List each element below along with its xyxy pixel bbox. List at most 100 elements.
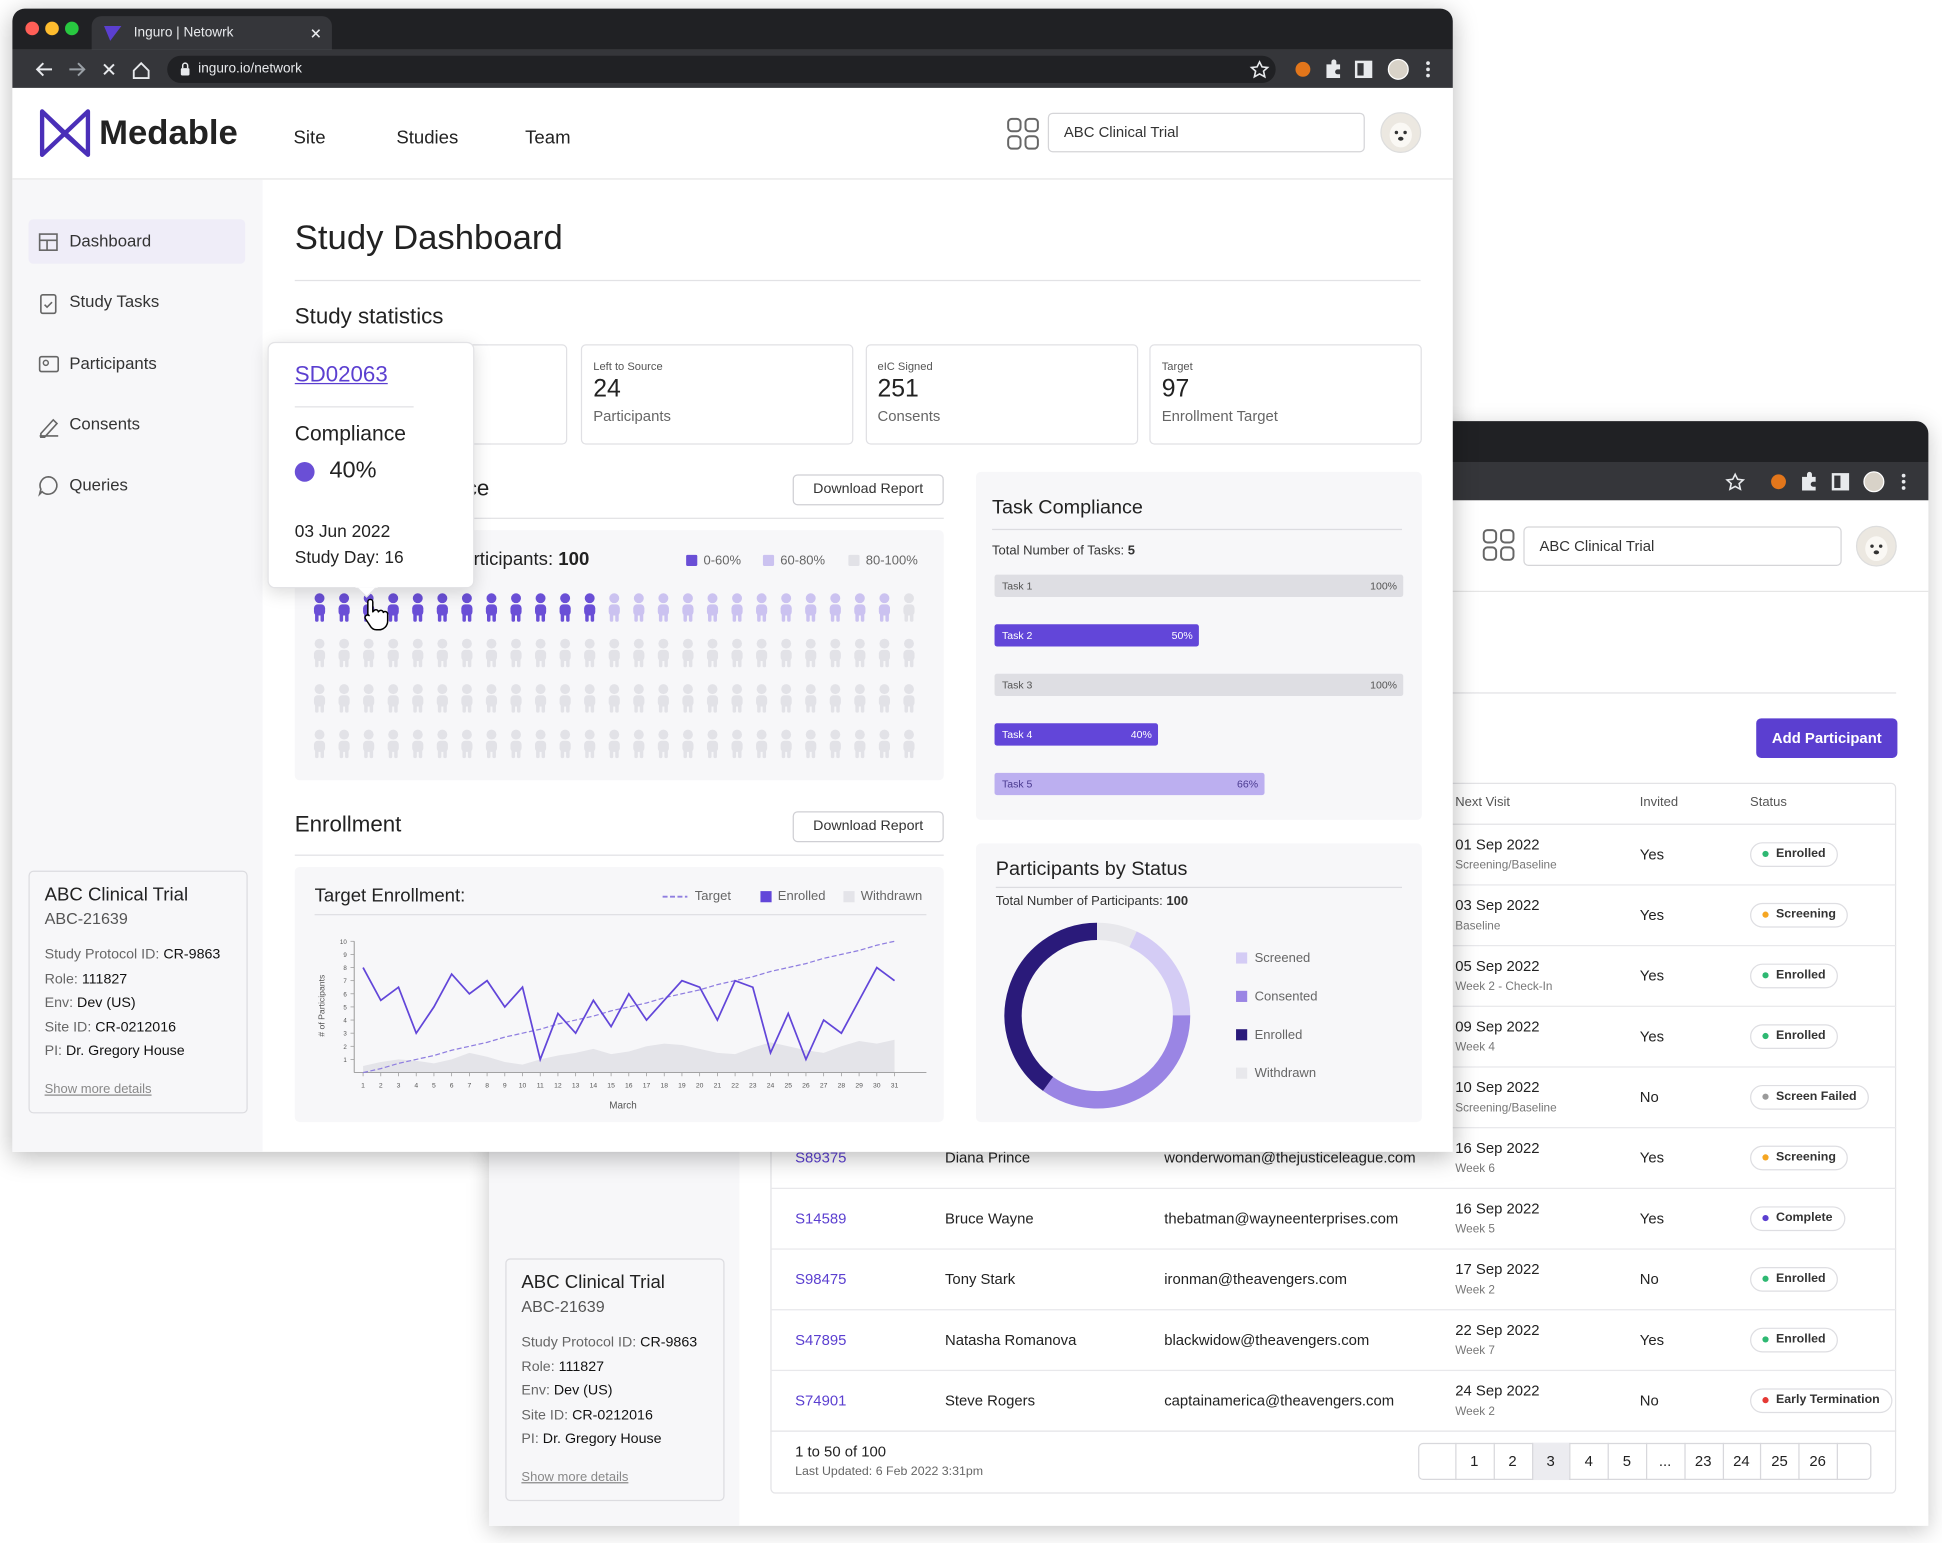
page-cell[interactable] <box>1493 1442 1531 1481</box>
participant-id-link[interactable]: S74901 <box>795 1391 847 1409</box>
add-participant-button[interactable] <box>1756 718 1898 758</box>
status-label: Complete <box>1776 1211 1833 1225</box>
trial-card <box>505 1258 725 1502</box>
participant-id-link[interactable]: S98475 <box>795 1269 847 1288</box>
participant-email: thebatman@wayneenterprises.com <box>1164 1209 1399 1227</box>
field-label: Study Protocol ID: <box>44 947 160 963</box>
status-dot <box>1762 850 1769 858</box>
sidebar-item[interactable]: Study Tasks <box>69 292 160 312</box>
nav-link[interactable]: Team <box>525 127 571 149</box>
row-divider <box>770 1369 1897 1372</box>
legend-label: Enrolled <box>1254 1027 1303 1043</box>
participant-id-link[interactable]: SD02063 <box>294 361 388 387</box>
participant-id-link[interactable]: S89375 <box>795 1148 847 1166</box>
status-dot <box>1762 1214 1769 1222</box>
trial-select[interactable] <box>1523 526 1842 567</box>
page-cell[interactable] <box>1569 1442 1608 1481</box>
page-number[interactable]: 26 <box>1809 1452 1826 1470</box>
page-cell[interactable] <box>1455 1442 1493 1481</box>
nav-link[interactable]: Site <box>293 127 326 149</box>
trial-card-field: Site ID: CR-0212016 <box>521 1408 652 1423</box>
task-value-label: 100% <box>1370 678 1398 691</box>
status-dot <box>1762 1154 1769 1161</box>
sidebar-item[interactable]: Participants <box>69 353 157 373</box>
page-number[interactable]: 23 <box>1694 1452 1712 1470</box>
download-report-button[interactable] <box>792 474 944 506</box>
page-cell[interactable] <box>1645 1442 1684 1481</box>
status-dot <box>1762 972 1769 979</box>
total-tasks: Total Number of Tasks: 5 <box>992 543 1135 559</box>
sidebar-item[interactable]: Queries <box>69 475 128 495</box>
stat-unit: Enrollment Target <box>1161 407 1278 425</box>
column-header: Next Visit <box>1455 794 1510 810</box>
task-value-label: 66% <box>1237 777 1259 791</box>
page-cell[interactable] <box>1684 1442 1722 1481</box>
logo-text: Medable <box>99 112 238 152</box>
page-number[interactable]: 2 <box>1508 1452 1517 1470</box>
page-cell[interactable] <box>1760 1442 1798 1481</box>
page-number[interactable]: 4 <box>1584 1452 1593 1470</box>
task-bar <box>994 772 1265 796</box>
show-more-link[interactable]: Show more details <box>44 1082 152 1097</box>
next-visit-date: 03 Sep 2022 <box>1455 895 1540 914</box>
participant-id-link[interactable]: S14589 <box>795 1209 847 1227</box>
next-visit-date: 10 Sep 2022 <box>1455 1077 1540 1096</box>
field-label: Site ID: <box>44 1019 92 1035</box>
download-report-button[interactable] <box>792 811 944 843</box>
page-number[interactable]: 25 <box>1771 1452 1788 1470</box>
page-number[interactable]: 5 <box>1622 1452 1632 1470</box>
participant-email: blackwidow@theavengers.com <box>1164 1330 1370 1348</box>
page-number[interactable]: 3 <box>1546 1452 1555 1470</box>
download-report-label[interactable]: Download Report <box>813 818 924 834</box>
sidebar-item[interactable]: Consents <box>69 414 141 434</box>
task-name: Task 4 <box>1001 728 1033 741</box>
field-label: Env: <box>521 1383 550 1399</box>
page-number[interactable]: 24 <box>1733 1452 1750 1470</box>
page-cell[interactable] <box>1531 1442 1570 1481</box>
page-number[interactable]: ... <box>1658 1452 1672 1470</box>
legend-label: Enrolled <box>777 888 826 904</box>
next-visit-date: 09 Sep 2022 <box>1455 1017 1540 1035</box>
trial-select[interactable] <box>1047 112 1365 153</box>
status-pill: Enrolled <box>1750 1266 1838 1292</box>
page-cell[interactable] <box>1607 1442 1646 1481</box>
next-visit-name: Week 2 <box>1455 1282 1495 1297</box>
trial-card-field: Env: Dev (US) <box>45 996 136 1011</box>
trial-card-field: Env: Dev (US) <box>521 1383 612 1398</box>
stat-card <box>865 344 1138 445</box>
field-value: Dev (US) <box>77 995 136 1011</box>
page-cell[interactable] <box>1798 1442 1837 1481</box>
participant-id-link[interactable]: S47895 <box>795 1330 847 1348</box>
participant-name: Diana Prince <box>944 1148 1031 1166</box>
page-number[interactable]: 1 <box>1470 1452 1479 1470</box>
trial-card-title: ABC Clinical Trial <box>521 1271 665 1294</box>
task-title-divider <box>992 528 1403 531</box>
stat-card <box>1149 344 1422 445</box>
next-visit-date: 16 Sep 2022 <box>1455 1199 1540 1217</box>
legend-swatch <box>686 554 698 567</box>
total-participants: Total Number of Participants: 100 <box>315 549 590 571</box>
sidebar-item[interactable]: Dashboard <box>69 231 152 251</box>
nav-link[interactable]: Studies <box>396 127 459 149</box>
status-dot <box>1762 1275 1769 1282</box>
trial-card-code: ABC-21639 <box>521 1296 605 1316</box>
next-visit-date: 17 Sep 2022 <box>1455 1259 1540 1278</box>
page-cell[interactable] <box>1836 1442 1872 1481</box>
url-text: inguro.io/network <box>198 61 302 77</box>
stat-unit: Participants <box>593 407 671 425</box>
page-cell[interactable] <box>1722 1442 1760 1481</box>
download-report-label[interactable]: Download Report <box>813 481 924 497</box>
table-footer-divider <box>770 1430 1897 1432</box>
total-participants: Total Number of Participants: 100 <box>996 894 1188 910</box>
next-visit-date: 16 Sep 2022 <box>1455 1138 1540 1156</box>
sidebar-active-item <box>28 219 246 264</box>
next-visit-name: Screening/Baseline <box>1455 1100 1557 1115</box>
invited: No <box>1639 1087 1659 1106</box>
total-value: 100 <box>558 548 590 570</box>
section-heading: Study statistics <box>294 303 444 329</box>
field-label: Study Protocol ID: <box>521 1335 637 1350</box>
stat-label: Target <box>1161 359 1193 373</box>
url-bar[interactable] <box>167 55 1276 83</box>
show-more-link[interactable]: Show more details <box>521 1469 629 1485</box>
